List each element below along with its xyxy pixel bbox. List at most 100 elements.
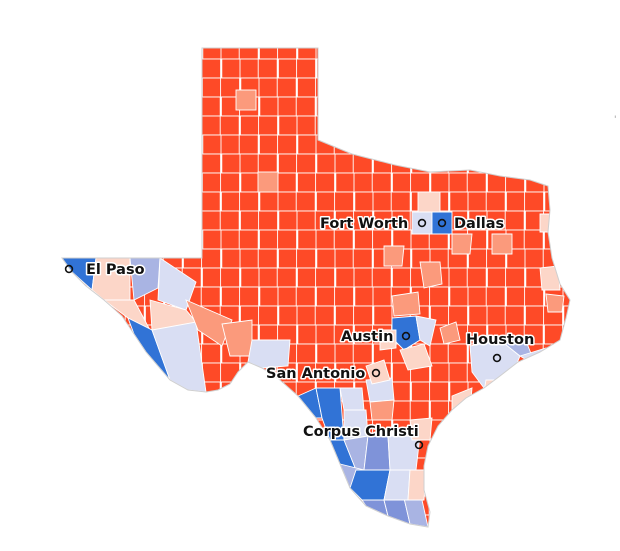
county xyxy=(276,172,297,193)
county xyxy=(391,77,412,98)
county xyxy=(144,495,165,516)
county xyxy=(68,362,89,383)
county xyxy=(417,191,441,213)
county xyxy=(107,134,128,155)
county xyxy=(106,438,127,459)
county xyxy=(296,343,317,364)
county xyxy=(240,267,261,288)
county xyxy=(353,77,374,98)
county xyxy=(429,400,450,421)
county xyxy=(240,172,261,193)
county xyxy=(486,495,507,516)
county xyxy=(316,58,337,79)
county xyxy=(239,115,260,136)
county xyxy=(372,48,393,60)
county xyxy=(504,305,525,326)
county xyxy=(334,286,355,307)
county xyxy=(333,514,354,527)
county xyxy=(543,495,564,516)
county xyxy=(505,381,526,402)
county xyxy=(277,381,298,402)
county xyxy=(335,77,356,98)
county xyxy=(353,305,374,326)
county xyxy=(487,514,508,527)
fort-worth-dot xyxy=(417,218,427,228)
county xyxy=(125,191,146,212)
county xyxy=(278,305,299,326)
county xyxy=(448,514,469,527)
county xyxy=(126,153,147,174)
county xyxy=(277,419,298,440)
county xyxy=(105,476,126,497)
county xyxy=(543,362,564,383)
county xyxy=(62,476,70,497)
county xyxy=(144,476,165,497)
county xyxy=(259,191,280,212)
county xyxy=(239,153,260,174)
county xyxy=(410,96,431,117)
county xyxy=(486,153,507,174)
county xyxy=(202,419,223,440)
county xyxy=(505,476,526,497)
county xyxy=(314,305,335,326)
county xyxy=(561,267,570,288)
county xyxy=(543,134,564,155)
county xyxy=(339,387,365,411)
county xyxy=(352,248,373,269)
county xyxy=(429,286,450,307)
county xyxy=(86,457,107,478)
county xyxy=(220,514,241,527)
county xyxy=(257,171,279,193)
county xyxy=(296,457,317,478)
county xyxy=(542,153,563,174)
county xyxy=(485,381,506,402)
county xyxy=(297,48,318,60)
county xyxy=(125,229,146,250)
county xyxy=(239,210,260,231)
county xyxy=(62,210,70,231)
county xyxy=(447,438,468,459)
county xyxy=(62,115,70,136)
county xyxy=(410,48,431,60)
county xyxy=(373,115,394,136)
county xyxy=(383,245,405,267)
county xyxy=(371,172,392,193)
county xyxy=(258,134,279,155)
county xyxy=(62,77,71,98)
county xyxy=(505,286,526,307)
county xyxy=(87,96,108,117)
county xyxy=(69,381,90,402)
county xyxy=(543,324,564,345)
county xyxy=(68,134,89,155)
county xyxy=(258,514,279,527)
tarrant-county xyxy=(411,211,433,235)
county xyxy=(143,419,164,440)
county xyxy=(182,48,203,60)
county xyxy=(524,438,545,459)
county xyxy=(183,495,204,516)
county xyxy=(448,134,469,155)
county xyxy=(296,172,317,193)
county xyxy=(543,172,564,193)
county xyxy=(429,96,450,117)
county xyxy=(258,48,279,60)
county xyxy=(144,153,165,174)
county xyxy=(448,534,467,551)
county-layer xyxy=(62,48,570,551)
county xyxy=(163,457,184,478)
county xyxy=(491,233,513,255)
county xyxy=(449,286,470,307)
county xyxy=(69,286,90,307)
county xyxy=(106,362,127,383)
county xyxy=(163,210,184,231)
county xyxy=(68,514,89,527)
county xyxy=(62,58,70,79)
county xyxy=(467,134,488,155)
county xyxy=(467,96,488,117)
county xyxy=(221,153,242,174)
county xyxy=(296,77,317,98)
county xyxy=(523,419,544,440)
county xyxy=(466,267,487,288)
county xyxy=(67,58,88,79)
county xyxy=(202,229,223,250)
